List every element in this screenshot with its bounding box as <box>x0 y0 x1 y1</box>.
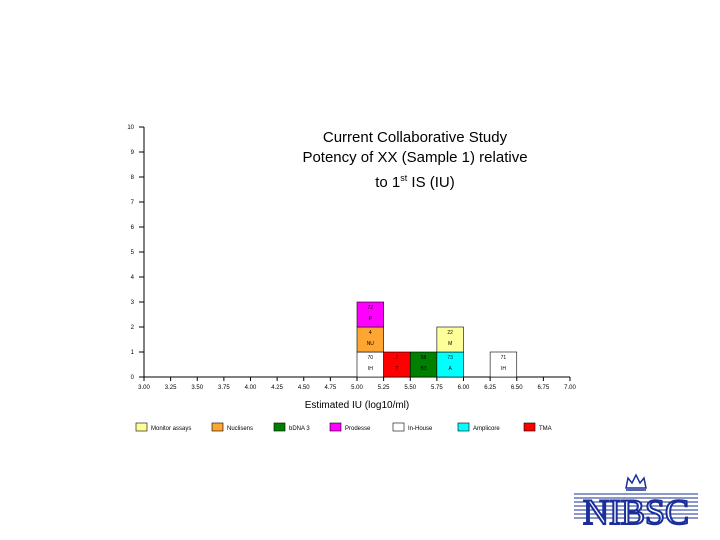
legend-label: TMA <box>539 426 552 432</box>
x-tick-label: 3.25 <box>165 385 177 391</box>
logo-text: NIBSC <box>583 492 689 530</box>
box-lab-label: 73 <box>447 355 453 361</box>
y-tick-label: 7 <box>131 200 135 206</box>
chart-title-line-1: Current Collaborative Study <box>322 129 508 146</box>
legend-label: Prodesse <box>345 426 371 432</box>
legend-swatch <box>329 422 342 432</box>
x-tick-label: 4.50 <box>298 385 310 391</box>
data-box <box>356 301 384 328</box>
y-tick-label: 6 <box>131 225 135 231</box>
chart-title-line-2: Potency of XX (Sample 1) relative <box>302 149 528 166</box>
y-tick-label: 5 <box>131 250 135 256</box>
box-code-label: P <box>369 316 373 322</box>
box-code-label: NU <box>367 341 375 347</box>
y-tick-label: 1 <box>131 350 135 356</box>
box-lab-label: 4 <box>369 330 372 336</box>
data-box <box>409 351 438 378</box>
box-lab-label: 72 <box>368 305 374 311</box>
legend-label: In-House <box>408 426 433 432</box>
crown-icon <box>625 473 647 491</box>
data-box <box>356 326 384 353</box>
chart-title: Current Collaborative Study Potency of X… <box>250 128 580 193</box>
x-tick-label: 6.75 <box>538 385 550 391</box>
x-tick-label: 3.50 <box>191 385 203 391</box>
box-code-label: T <box>395 366 398 372</box>
box-code-label: A <box>449 366 453 372</box>
y-tick-label: 10 <box>127 125 134 131</box>
box-code-label: IH <box>368 366 373 372</box>
data-box <box>489 351 518 378</box>
y-tick-label: 8 <box>131 175 135 181</box>
y-tick-label: 4 <box>131 275 135 281</box>
legend-label: Monitor assays <box>151 426 191 432</box>
x-tick-label: 5.25 <box>378 385 390 391</box>
legend-label: Nuclisens <box>227 426 253 432</box>
x-tick-label: 5.50 <box>404 385 416 391</box>
nibsc-logo: NIBSC <box>574 473 698 530</box>
x-tick-label: 6.00 <box>458 385 470 391</box>
x-tick-label: 7.00 <box>564 385 576 391</box>
x-tick-label: 3.00 <box>138 385 150 391</box>
box-lab-label: 71 <box>501 355 507 361</box>
x-tick-label: 6.25 <box>484 385 496 391</box>
x-tick-label: 5.75 <box>431 385 443 391</box>
box-code-label: B3 <box>421 366 427 372</box>
legend-label: bDNA 3 <box>289 426 310 432</box>
chart-title-line-3: to 1st IS (IU) <box>375 173 455 191</box>
legend-swatch <box>135 422 148 432</box>
x-tick-label: 6.50 <box>511 385 523 391</box>
box-lab-label: 7 <box>396 355 399 361</box>
legend-label: Amplicore <box>473 426 500 432</box>
x-tick-label: 4.00 <box>245 385 257 391</box>
box-code-label: M <box>448 341 452 347</box>
legend-swatch <box>273 422 286 432</box>
x-tick-label: 5.00 <box>351 385 363 391</box>
y-tick-label: 9 <box>131 150 135 156</box>
x-tick-label: 4.25 <box>271 385 283 391</box>
y-tick-label: 0 <box>131 375 135 381</box>
box-lab-label: 22 <box>447 330 453 336</box>
box-code-label: IH <box>501 366 506 372</box>
legend-swatch <box>211 422 224 432</box>
data-box <box>436 326 464 353</box>
y-tick-label: 2 <box>131 325 135 331</box>
logo-stripes <box>574 493 698 519</box>
x-tick-label: 3.75 <box>218 385 230 391</box>
legend-swatch <box>457 422 470 432</box>
y-tick-label: 3 <box>131 300 135 306</box>
x-tick-label: 4.75 <box>325 385 337 391</box>
legend-swatch <box>523 422 536 432</box>
data-box <box>436 351 464 378</box>
box-lab-label: 58 <box>421 355 427 361</box>
box-lab-label: 70 <box>368 355 374 361</box>
legend-swatch <box>392 422 405 432</box>
x-axis-label: Estimated IU (log10/ml) <box>305 400 409 411</box>
